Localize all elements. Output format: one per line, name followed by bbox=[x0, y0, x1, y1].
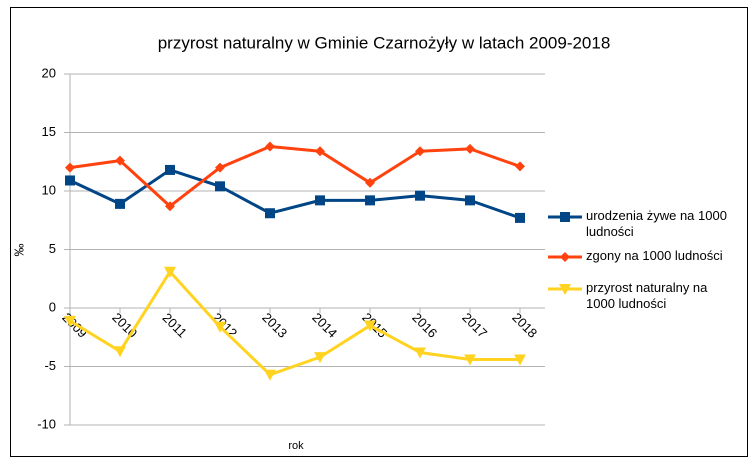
marker bbox=[165, 201, 175, 212]
marker bbox=[114, 346, 126, 358]
marker bbox=[315, 146, 325, 157]
marker bbox=[364, 320, 376, 332]
series-line bbox=[69, 145, 521, 208]
marker bbox=[365, 177, 375, 188]
marker bbox=[215, 181, 225, 192]
marker bbox=[560, 252, 570, 262]
marker bbox=[164, 266, 176, 278]
legend-label: przyrost naturalny na 1000 ludności bbox=[586, 280, 708, 311]
marker bbox=[265, 208, 275, 219]
marker bbox=[414, 347, 426, 359]
y-tick-label: 15 bbox=[42, 124, 56, 139]
marker bbox=[415, 190, 425, 201]
marker bbox=[314, 352, 326, 364]
chart-title: przyrost naturalny w Gminie Czarnożyły w… bbox=[158, 33, 611, 52]
marker bbox=[464, 354, 476, 366]
marker bbox=[265, 141, 275, 152]
marker bbox=[115, 198, 125, 209]
marker bbox=[165, 164, 175, 175]
marker bbox=[515, 212, 525, 223]
marker bbox=[315, 195, 325, 206]
marker bbox=[65, 175, 75, 186]
series-line bbox=[69, 270, 520, 377]
y-tick-label: 10 bbox=[42, 182, 56, 197]
y-tick-label: -5 bbox=[44, 358, 56, 373]
marker bbox=[65, 162, 75, 173]
y-tick-label: 5 bbox=[49, 241, 56, 256]
marker bbox=[515, 161, 525, 172]
legend-label: zgony na 1000 ludności bbox=[586, 248, 723, 263]
marker bbox=[64, 315, 76, 327]
y-axis-label: ‰ bbox=[11, 244, 26, 257]
y-tick-label: 0 bbox=[49, 299, 56, 314]
frame bbox=[10, 7, 748, 457]
x-axis-label: rok bbox=[288, 440, 304, 452]
marker bbox=[465, 143, 475, 154]
marker bbox=[560, 212, 570, 222]
marker bbox=[465, 195, 475, 206]
marker bbox=[264, 369, 276, 381]
marker bbox=[365, 195, 375, 206]
marker bbox=[215, 162, 225, 173]
legend-label: urodzenia żywe na 1000 ludności bbox=[586, 208, 727, 239]
y-tick-label: -10 bbox=[37, 416, 56, 431]
marker bbox=[115, 155, 125, 166]
y-tick-label: 20 bbox=[42, 65, 56, 80]
marker bbox=[559, 284, 571, 295]
marker bbox=[514, 354, 526, 366]
series-line bbox=[69, 168, 521, 220]
marker bbox=[214, 321, 226, 333]
marker bbox=[415, 146, 425, 157]
